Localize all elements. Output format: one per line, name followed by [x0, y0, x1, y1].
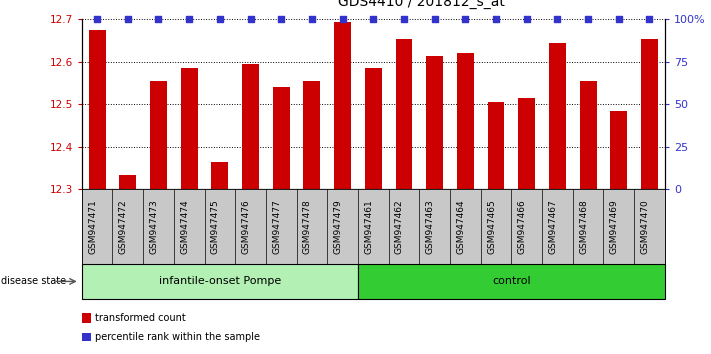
Text: percentile rank within the sample: percentile rank within the sample	[95, 332, 260, 342]
Point	[521, 17, 533, 22]
Text: GSM947476: GSM947476	[242, 199, 250, 254]
Bar	[89, 30, 105, 189]
Text: GSM947479: GSM947479	[333, 199, 343, 254]
Bar	[610, 111, 627, 189]
Text: GDS4410 / 201812_s_at: GDS4410 / 201812_s_at	[338, 0, 505, 9]
Text: GSM947478: GSM947478	[303, 199, 312, 254]
Point	[552, 17, 563, 22]
Text: control: control	[492, 276, 530, 286]
Text: GSM947472: GSM947472	[119, 199, 128, 254]
Text: GSM947473: GSM947473	[149, 199, 159, 254]
Point	[92, 17, 103, 22]
Text: GSM947474: GSM947474	[180, 199, 189, 254]
Bar	[579, 81, 597, 189]
Point	[368, 17, 379, 22]
Text: GSM947475: GSM947475	[211, 199, 220, 254]
Point	[582, 17, 594, 22]
Point	[214, 17, 225, 22]
Text: transformed count: transformed count	[95, 313, 186, 323]
Bar	[119, 175, 137, 189]
Bar	[488, 102, 505, 189]
Bar	[549, 43, 566, 189]
Bar	[365, 68, 382, 189]
Point	[245, 17, 256, 22]
Text: GSM947466: GSM947466	[518, 199, 527, 254]
Point	[306, 17, 318, 22]
Text: GSM947477: GSM947477	[272, 199, 282, 254]
Point	[613, 17, 624, 22]
Point	[643, 17, 655, 22]
Point	[459, 17, 471, 22]
Bar	[518, 98, 535, 189]
Text: GSM947467: GSM947467	[548, 199, 557, 254]
Bar	[641, 39, 658, 189]
Point	[183, 17, 195, 22]
Point	[429, 17, 440, 22]
Bar	[211, 162, 228, 189]
Bar	[181, 68, 198, 189]
Text: disease state: disease state	[1, 276, 66, 286]
Bar	[150, 81, 167, 189]
Text: GSM947464: GSM947464	[456, 199, 465, 254]
Point	[276, 17, 287, 22]
Point	[122, 17, 134, 22]
Text: GSM947470: GSM947470	[641, 199, 649, 254]
Point	[153, 17, 164, 22]
Bar	[395, 39, 412, 189]
Bar	[273, 87, 289, 189]
Text: GSM947465: GSM947465	[487, 199, 496, 254]
Bar	[457, 53, 474, 189]
Bar	[334, 22, 351, 189]
Point	[398, 17, 410, 22]
Text: GSM947461: GSM947461	[364, 199, 373, 254]
Bar	[426, 56, 443, 189]
Text: GSM947471: GSM947471	[88, 199, 97, 254]
Text: GSM947469: GSM947469	[610, 199, 619, 254]
Bar	[304, 81, 321, 189]
Text: GSM947468: GSM947468	[579, 199, 588, 254]
Point	[491, 17, 502, 22]
Text: infantile-onset Pompe: infantile-onset Pompe	[159, 276, 281, 286]
Text: GSM947463: GSM947463	[426, 199, 434, 254]
Bar	[242, 64, 259, 189]
Text: GSM947462: GSM947462	[395, 199, 404, 254]
Point	[337, 17, 348, 22]
